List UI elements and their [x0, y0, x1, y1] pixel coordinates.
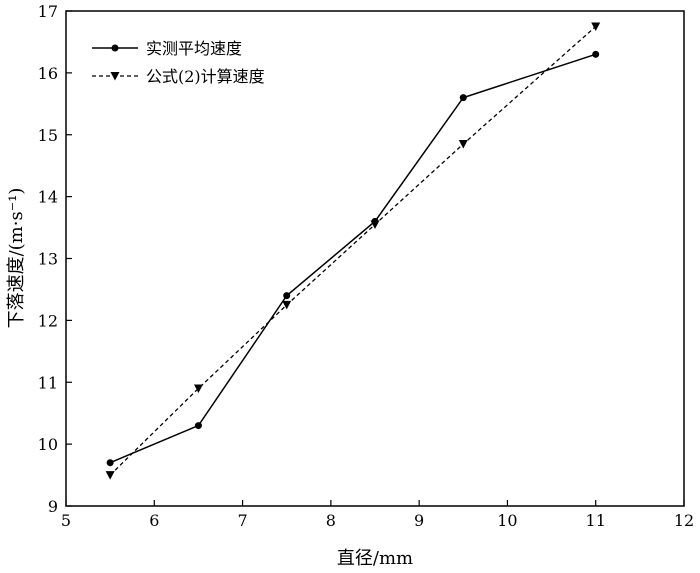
y-tick-label: 13: [38, 250, 58, 269]
data-point: [459, 94, 467, 102]
legend-label-formula: 公式(2)计算速度: [146, 67, 265, 86]
x-tick-label: 5: [61, 511, 71, 530]
y-tick-label: 12: [38, 311, 58, 330]
data-point: [370, 220, 380, 229]
legend-marker-formula: [110, 72, 120, 81]
legend-marker-measured: [111, 44, 119, 52]
data-point: [458, 140, 468, 149]
y-axis-ticks: 9 10 11 12 13 14 15 16 17: [38, 2, 72, 516]
y-tick-label: 11: [38, 373, 58, 392]
x-tick-label: 12: [674, 511, 694, 530]
y-tick-label: 9: [48, 497, 58, 516]
legend-label-measured: 实测平均速度: [146, 39, 242, 58]
data-point: [283, 292, 291, 300]
x-tick-label: 11: [586, 511, 606, 530]
x-tick-label: 7: [237, 511, 247, 530]
legend: 实测平均速度 公式(2)计算速度: [92, 39, 265, 86]
data-point: [282, 300, 292, 310]
x-axis-ticks: 5 6 7 8 9 10 11 12: [61, 500, 694, 530]
y-tick-label: 14: [38, 188, 58, 207]
data-point: [106, 459, 114, 467]
x-tick-label: 9: [414, 511, 424, 530]
x-tick-label: 10: [497, 511, 517, 530]
x-tick-label: 8: [326, 511, 336, 530]
series-layer: [105, 22, 601, 480]
y-axis-title: 下落速度/(m·s⁻¹): [6, 188, 27, 329]
data-point: [105, 471, 115, 480]
data-point: [592, 50, 600, 58]
series-line-0: [109, 53, 596, 464]
y-tick-label: 17: [38, 2, 58, 21]
series-line-1: [109, 25, 597, 476]
x-axis-title: 直径/mm: [337, 548, 413, 569]
data-point: [194, 422, 202, 430]
y-tick-label: 15: [38, 126, 58, 145]
data-point: [591, 22, 601, 31]
x-tick-label: 6: [149, 511, 159, 530]
y-tick-label: 10: [38, 435, 58, 454]
y-tick-label: 16: [38, 64, 58, 83]
data-point: [193, 384, 203, 393]
